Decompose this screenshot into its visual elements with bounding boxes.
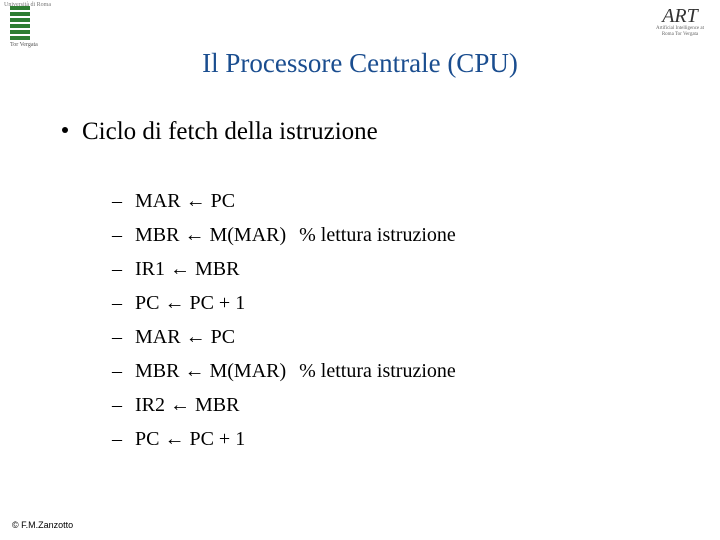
step-row: – IR2 ← MBR	[112, 388, 456, 422]
step-rhs: PC + 1	[189, 292, 245, 314]
dash-icon: –	[112, 286, 130, 320]
dash-icon: –	[112, 218, 130, 252]
logo-bars	[10, 6, 40, 40]
logo-right-sub: Artificial Intelligence at Roma Tor Verg…	[650, 26, 710, 37]
step-rhs: PC + 1	[189, 428, 245, 450]
logo-bar	[10, 30, 30, 34]
left-arrow-icon: ←	[186, 190, 206, 212]
bullet-dot-icon	[62, 127, 68, 133]
step-rhs: MBR	[195, 394, 239, 416]
logo-bar	[10, 36, 30, 40]
dash-icon: –	[112, 422, 130, 456]
step-lhs: MBR	[135, 360, 179, 382]
dash-icon: –	[112, 320, 130, 354]
dash-icon: –	[112, 388, 130, 422]
step-lhs: PC	[135, 292, 159, 314]
step-rhs: PC	[211, 190, 235, 212]
step-comment: % lettura istruzione	[299, 360, 456, 382]
main-bullet-text: Ciclo di fetch della istruzione	[82, 118, 378, 145]
main-bullet: Ciclo di fetch della istruzione	[62, 118, 378, 146]
steps-list: – MAR ← PC – MBR ← M(MAR) % lettura istr…	[112, 184, 456, 456]
step-rhs: M(MAR)	[209, 360, 286, 382]
step-lhs: IR1	[135, 258, 165, 280]
step-rhs: MBR	[195, 258, 239, 280]
dash-icon: –	[112, 252, 130, 286]
step-lhs: MAR	[135, 190, 181, 212]
left-arrow-icon: ←	[170, 258, 190, 280]
logo-right: ART Artificial Intelligence at Roma Tor …	[650, 6, 710, 37]
left-arrow-icon: ←	[164, 428, 184, 450]
step-lhs: IR2	[135, 394, 165, 416]
logo-bar	[10, 12, 30, 16]
logo-left: Tor Vergata	[10, 6, 40, 52]
step-row: – PC ← PC + 1	[112, 422, 456, 456]
step-rhs: M(MAR)	[209, 224, 286, 246]
step-row: – MAR ← PC	[112, 320, 456, 354]
step-row: – PC ← PC + 1	[112, 286, 456, 320]
step-lhs: MAR	[135, 326, 181, 348]
dash-icon: –	[112, 354, 130, 388]
copyright: © F.M.Zanzotto	[12, 520, 73, 530]
step-row: – MAR ← PC	[112, 184, 456, 218]
dash-icon: –	[112, 184, 130, 218]
step-row: – IR1 ← MBR	[112, 252, 456, 286]
step-lhs: MBR	[135, 224, 179, 246]
step-comment: % lettura istruzione	[299, 224, 456, 246]
logo-right-art: ART	[650, 6, 710, 26]
step-rhs: PC	[211, 326, 235, 348]
logo-bar	[10, 24, 30, 28]
left-arrow-icon: ←	[164, 292, 184, 314]
step-row: – MBR ← M(MAR) % lettura istruzione	[112, 218, 456, 252]
left-arrow-icon: ←	[170, 394, 190, 416]
left-arrow-icon: ←	[184, 360, 204, 382]
logo-bar	[10, 18, 30, 22]
step-lhs: PC	[135, 428, 159, 450]
step-row: – MBR ← M(MAR) % lettura istruzione	[112, 354, 456, 388]
logo-bar	[10, 6, 30, 10]
slide: Università di Roma Tor Vergata ART Artif…	[0, 0, 720, 540]
left-arrow-icon: ←	[186, 326, 206, 348]
slide-title: Il Processore Centrale (CPU)	[0, 48, 720, 79]
left-arrow-icon: ←	[184, 224, 204, 246]
